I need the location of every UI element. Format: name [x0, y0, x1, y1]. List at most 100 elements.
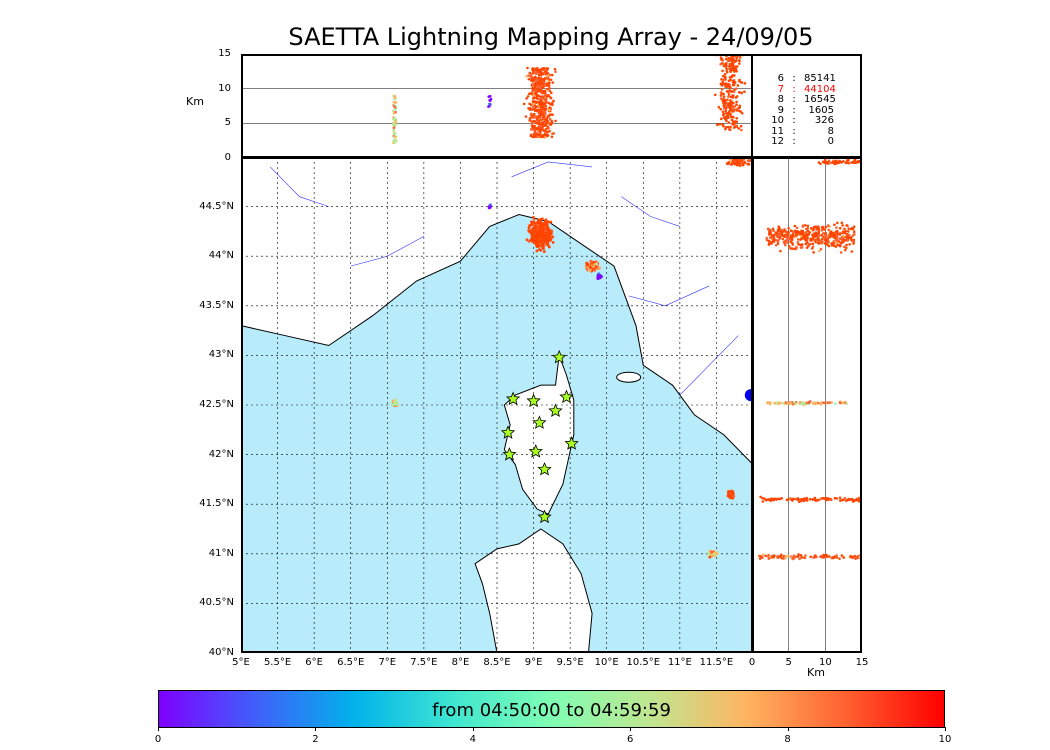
- stat-separator: :: [792, 115, 796, 126]
- lightning-source: [729, 125, 732, 129]
- stat-key: 11: [771, 125, 784, 137]
- lightning-source: [767, 239, 771, 243]
- lightning-source: [786, 498, 790, 501]
- lightning-source: [527, 106, 530, 110]
- lightning-source: [775, 231, 779, 235]
- lightning-source: [838, 226, 842, 230]
- lightning-source: [392, 109, 395, 113]
- lightning-source: [805, 246, 809, 249]
- lightning-source: [393, 400, 396, 404]
- lightning-source: [805, 227, 808, 231]
- lightning-source: [814, 238, 817, 242]
- lightning-source: [548, 117, 552, 121]
- lightning-source: [761, 500, 765, 503]
- lon-tick-label: 10.5°E: [626, 657, 661, 668]
- lightning-source: [532, 128, 536, 132]
- stat-value: 326: [814, 115, 834, 126]
- lightning-source: [803, 223, 807, 227]
- star-icon: [532, 415, 547, 429]
- lightning-source: [840, 498, 844, 502]
- lightning-source: [538, 134, 542, 137]
- lightning-source: [488, 206, 492, 210]
- lightning-source: [845, 499, 848, 503]
- lightning-source: [539, 73, 543, 77]
- lightning-source: [807, 233, 810, 236]
- lightning-source: [804, 554, 807, 557]
- lightning-source: [847, 497, 851, 501]
- lightning-source: [548, 81, 551, 85]
- lightning-source: [542, 79, 546, 83]
- lightning-source: [767, 242, 771, 245]
- lightning-source: [548, 235, 552, 238]
- lightning-source: [816, 238, 820, 242]
- lightning-source: [797, 500, 801, 504]
- lightning-source: [796, 240, 800, 244]
- lightning-source: [553, 67, 557, 71]
- lightning-source: [819, 247, 823, 251]
- lightning-source: [791, 497, 795, 501]
- lightning-source: [737, 127, 741, 130]
- lightning-source: [533, 68, 537, 71]
- lightning-source: [392, 126, 396, 130]
- lightning-source: [832, 240, 835, 243]
- lat-tick-label: 44°N: [208, 250, 234, 262]
- lat-tick-label: 43.5°N: [199, 299, 234, 311]
- lightning-source: [835, 554, 838, 557]
- lat-tick-label: 40.5°N: [199, 597, 234, 609]
- lightning-source: [719, 91, 723, 94]
- lightning-source: [544, 123, 548, 127]
- lightning-source: [729, 69, 732, 73]
- lightning-source: [554, 119, 557, 123]
- lightning-source: [798, 498, 802, 501]
- lightning-source: [533, 70, 537, 73]
- lightning-source: [772, 498, 776, 502]
- colorbar-tick-mark: [630, 727, 632, 731]
- lightning-source: [721, 110, 725, 114]
- stat-key: 10: [771, 115, 784, 126]
- stat-row: 9:1605: [762, 104, 834, 117]
- lightning-source: [525, 74, 528, 78]
- lightning-source: [736, 84, 740, 87]
- lightning-source: [735, 116, 739, 120]
- lightning-source: [489, 203, 492, 207]
- lightning-source: [541, 105, 544, 108]
- lightning-source: [528, 118, 532, 122]
- lightning-source: [735, 103, 738, 106]
- lightning-source: [547, 94, 551, 98]
- lightning-source: [737, 106, 740, 110]
- lat-tick-label: 41.5°N: [199, 498, 234, 510]
- lightning-source: [545, 67, 549, 70]
- lightning-source: [820, 237, 824, 241]
- lightning-source: [546, 220, 550, 224]
- lightning-source: [527, 74, 531, 77]
- lightning-source: [725, 67, 728, 71]
- stat-value: 1605: [808, 104, 834, 116]
- lightning-source: [838, 159, 841, 163]
- map-panel[interactable]: [241, 157, 753, 653]
- lightning-source: [769, 236, 772, 239]
- lightning-source: [526, 66, 529, 70]
- lightning-source: [730, 90, 734, 93]
- lightning-source: [735, 124, 739, 127]
- lightning-source: [540, 238, 544, 242]
- lightning-source: [829, 230, 833, 233]
- lightning-source: [588, 265, 592, 269]
- lightning-source: [793, 555, 797, 558]
- lightning-source: [802, 402, 806, 405]
- star-icon: [528, 444, 543, 458]
- lon-tick-label: 7.5°E: [410, 657, 438, 668]
- lightning-source: [830, 232, 833, 236]
- stat-separator: :: [792, 104, 796, 116]
- star-icon: [500, 425, 516, 439]
- lightning-source: [761, 556, 764, 559]
- lightning-source: [841, 224, 844, 227]
- lightning-source: [811, 245, 815, 248]
- lightning-source: [548, 108, 551, 112]
- lightning-source: [532, 115, 536, 119]
- lightning-source: [539, 76, 543, 79]
- lightning-source: [828, 555, 831, 558]
- lightning-source: [738, 79, 741, 83]
- star-icon: [502, 447, 517, 461]
- lightning-source: [551, 101, 554, 105]
- lightning-source: [545, 84, 549, 87]
